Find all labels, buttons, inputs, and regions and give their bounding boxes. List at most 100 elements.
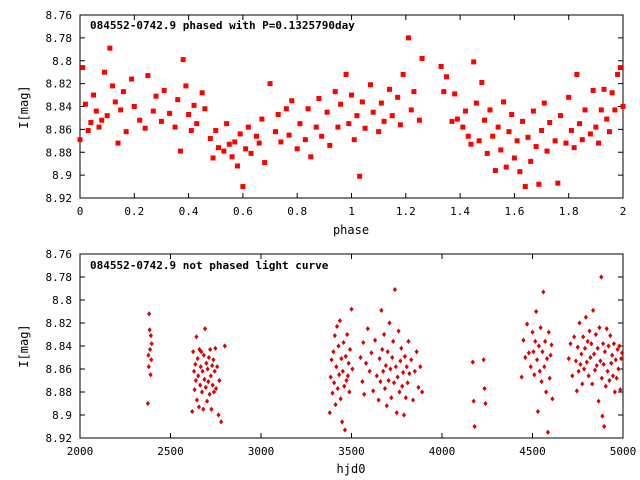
data-point	[208, 346, 213, 353]
data-point	[608, 333, 613, 339]
data-point	[80, 65, 86, 71]
data-point	[240, 184, 246, 190]
unphased-light-curve-chart: 2000 2500 3000 3500 4000 4500 5000 8.76 8.78 8.8…	[17, 248, 636, 476]
data-point	[365, 326, 370, 332]
data-point	[267, 81, 273, 87]
data-point	[208, 373, 213, 379]
data-point	[393, 364, 398, 370]
data-point	[148, 333, 154, 339]
data-point	[226, 141, 232, 147]
data-point	[147, 346, 153, 353]
data-point	[362, 391, 367, 397]
data-point	[528, 364, 533, 370]
data-point	[397, 122, 403, 128]
data-point	[391, 380, 397, 386]
x-tick-label: 1	[348, 205, 355, 218]
data-point	[492, 168, 498, 174]
data-point	[519, 374, 524, 380]
data-point	[201, 352, 206, 358]
data-point	[549, 342, 554, 348]
data-point	[177, 148, 183, 154]
data-point	[399, 345, 404, 351]
data-point	[524, 321, 530, 327]
data-point	[148, 372, 153, 378]
y-tick-label: 8.82	[46, 317, 73, 330]
data-point	[409, 357, 414, 363]
data-point	[406, 338, 411, 344]
data-point	[123, 129, 129, 135]
data-point	[351, 137, 357, 143]
data-point	[396, 328, 401, 334]
y-tick-label: 8.84	[46, 340, 73, 353]
data-point	[338, 101, 344, 107]
data-point	[195, 356, 200, 362]
data-point	[394, 410, 399, 416]
data-point	[601, 86, 607, 92]
data-point	[294, 146, 300, 152]
data-point	[183, 83, 189, 89]
y-tick-label: 8.78	[46, 271, 73, 284]
data-point	[350, 366, 355, 372]
data-point	[209, 406, 214, 412]
data-point	[389, 395, 394, 401]
x-tick-labels: 0 0.2 0.4 0.6 0.8 1 1.2 1.4 1.6 1.8 2	[77, 205, 627, 218]
data-point	[202, 326, 208, 332]
data-point	[340, 368, 345, 374]
data-point	[547, 120, 553, 126]
data-point	[545, 429, 550, 435]
y-tick-label: 8.84	[46, 101, 73, 114]
data-point	[384, 403, 389, 409]
data-point	[232, 139, 238, 145]
data-point	[395, 94, 401, 100]
data-point	[224, 121, 230, 127]
data-point	[354, 113, 360, 119]
data-point	[388, 366, 393, 372]
x-axis-label: hjd0	[337, 462, 366, 476]
data-point	[401, 412, 407, 418]
data-point	[580, 381, 585, 387]
data-point	[222, 343, 227, 349]
data-point	[601, 361, 606, 367]
data-point	[82, 101, 88, 107]
data-point	[262, 160, 268, 166]
data-point	[101, 69, 107, 75]
data-point	[243, 146, 249, 152]
data-point	[406, 35, 412, 41]
data-point	[334, 323, 340, 330]
data-point	[543, 338, 548, 344]
data-point	[237, 131, 243, 137]
data-point	[199, 389, 205, 395]
data-point	[407, 371, 412, 377]
data-point	[526, 350, 531, 356]
data-point	[381, 118, 387, 124]
data-point	[289, 98, 295, 104]
data-point	[543, 389, 549, 395]
data-point	[419, 55, 425, 61]
data-point	[410, 397, 416, 403]
data-point	[137, 117, 143, 123]
data-point	[617, 343, 622, 349]
data-point	[343, 353, 348, 359]
y-tick-label: 8.82	[46, 78, 73, 91]
data-point	[319, 133, 325, 139]
data-point	[418, 364, 423, 370]
data-point	[112, 99, 118, 105]
data-point	[584, 359, 589, 365]
data-point	[614, 375, 619, 381]
y-tick-label: 8.8	[52, 294, 72, 307]
data-point	[210, 362, 215, 369]
data-point	[598, 358, 603, 364]
data-point	[587, 131, 593, 137]
data-point	[544, 356, 550, 362]
data-point	[609, 360, 614, 366]
data-point	[339, 356, 344, 362]
data-point	[530, 329, 535, 335]
data-point	[522, 184, 528, 190]
data-point	[552, 138, 558, 144]
data-point	[146, 364, 151, 370]
data-point	[400, 383, 405, 389]
data-point	[397, 389, 402, 395]
data-point	[370, 109, 376, 115]
y-axis-label: I[mag]	[17, 324, 31, 367]
